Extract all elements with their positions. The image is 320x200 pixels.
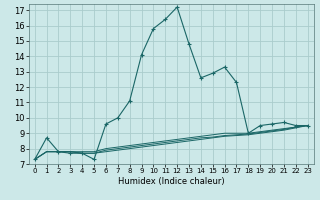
X-axis label: Humidex (Indice chaleur): Humidex (Indice chaleur) [118,177,225,186]
